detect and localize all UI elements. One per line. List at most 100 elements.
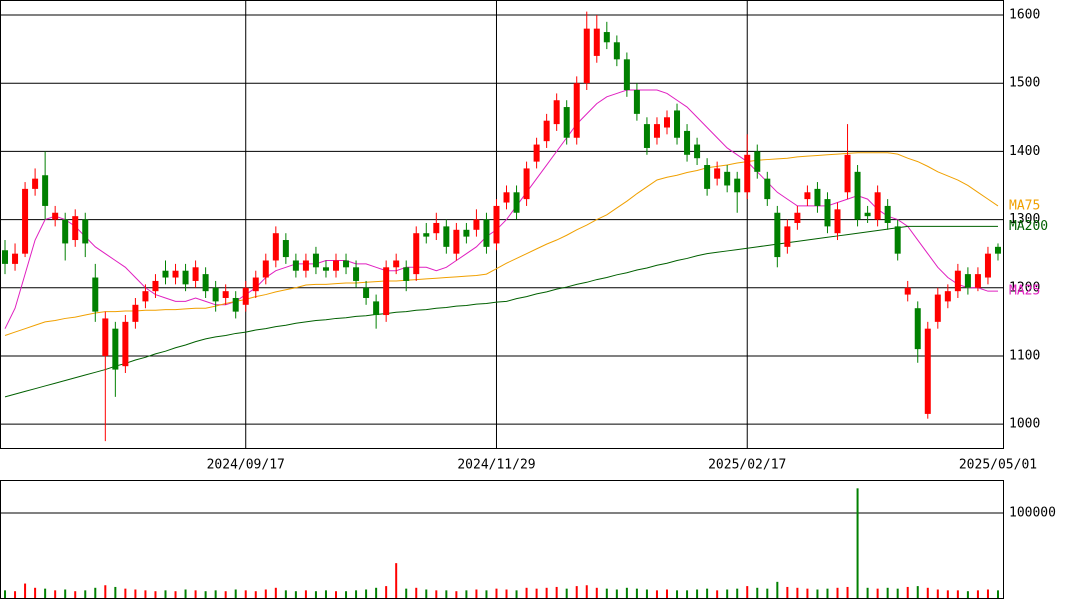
volume-bar <box>655 590 658 598</box>
volume-bar <box>966 591 969 598</box>
candle-body <box>513 192 520 213</box>
candle-body <box>724 171 731 186</box>
candle-body <box>82 219 89 244</box>
candle-body <box>202 274 209 292</box>
candle-body <box>744 154 751 193</box>
candle-body <box>674 110 681 138</box>
volume-bar <box>385 586 388 598</box>
volume-bar <box>425 589 428 598</box>
volume-bar <box>164 590 167 598</box>
volume-bar <box>565 588 568 598</box>
volume-bar <box>696 589 699 598</box>
volume-bar <box>706 588 709 598</box>
candle-body <box>603 32 610 43</box>
volume-bar <box>846 586 849 598</box>
candle-body <box>162 270 169 278</box>
volume-bar <box>926 587 929 598</box>
candle-body <box>102 318 109 356</box>
volume-bar <box>365 589 368 598</box>
candle-body <box>814 188 821 206</box>
volume-bar <box>635 588 638 598</box>
candle-body <box>322 267 329 271</box>
volume-bar <box>204 591 207 598</box>
volume-bar <box>836 587 839 598</box>
y-tick-label: 1400 <box>1009 144 1040 159</box>
volume-bar <box>144 590 147 598</box>
volume-bar <box>54 590 57 598</box>
candle-body <box>643 124 650 148</box>
moving-average-line <box>4 225 998 398</box>
candle-body <box>453 229 460 254</box>
volume-bar <box>244 590 247 598</box>
candle-body <box>172 270 179 278</box>
volume-bar <box>996 590 999 598</box>
legend-label: MA200 <box>1009 219 1048 234</box>
volume-bar <box>545 587 548 598</box>
candle-body <box>12 253 19 264</box>
volume-bar <box>756 587 759 598</box>
candle-body <box>52 212 59 220</box>
volume-bar <box>455 591 458 598</box>
candle-body <box>262 260 269 278</box>
candle-body <box>613 42 620 60</box>
volume-bar <box>304 590 307 598</box>
candle-body <box>553 100 560 125</box>
volume-bar <box>64 589 67 598</box>
volume-bar <box>936 589 939 598</box>
candle-body <box>312 253 319 268</box>
volume-bar <box>575 586 578 598</box>
candle-body <box>32 178 39 189</box>
candle-body <box>413 233 420 275</box>
volume-bar <box>826 588 829 598</box>
candle-body <box>934 294 941 322</box>
volume-bar <box>445 590 448 598</box>
volume-bar <box>174 591 177 598</box>
volume-bar <box>44 588 47 598</box>
candle-body <box>503 192 510 203</box>
volume-bar <box>806 588 809 598</box>
candle-body <box>894 226 901 254</box>
candle-body <box>393 260 400 268</box>
volume-bar <box>625 587 628 598</box>
volume-bar <box>856 488 859 598</box>
volume-bar <box>535 588 538 598</box>
candle-body <box>633 90 640 114</box>
volume-plot: 100000 <box>0 488 1056 598</box>
volume-bar <box>886 587 889 598</box>
candle-body <box>563 107 570 138</box>
candle-body <box>22 188 29 254</box>
volume-bar <box>134 589 137 598</box>
candle-body <box>192 267 199 281</box>
volume-bar <box>766 588 769 598</box>
candle-body <box>543 120 550 142</box>
volume-bar <box>395 563 398 598</box>
volume-bar <box>495 588 498 598</box>
volume-bar <box>796 587 799 598</box>
candle-body <box>974 274 981 288</box>
volume-bar <box>104 585 107 598</box>
x-tick-label: 2025/05/01 <box>959 458 1037 473</box>
volume-bar <box>234 589 237 598</box>
volume-bar <box>475 589 478 598</box>
candle-body <box>764 178 771 200</box>
candle-body <box>232 297 239 312</box>
volume-bar <box>746 586 749 598</box>
volume-bar <box>345 591 348 598</box>
candle-body <box>954 270 961 292</box>
candle-body <box>383 267 390 316</box>
volume-panel <box>0 480 1004 599</box>
candle-body <box>353 267 360 281</box>
y-tick-label: 1300 <box>1009 212 1040 227</box>
y-tick-label: 100000 <box>1009 505 1056 520</box>
candle-body <box>694 144 701 159</box>
volume-bar <box>224 591 227 598</box>
candle-body <box>994 246 1001 254</box>
volume-bar <box>214 590 217 598</box>
volume-bar <box>74 591 77 598</box>
candle-body <box>333 260 340 271</box>
volume-bar <box>676 590 679 598</box>
candle-body <box>944 291 951 302</box>
volume-bar <box>525 587 528 598</box>
volume-bar <box>896 588 899 598</box>
candle-body <box>663 117 670 128</box>
